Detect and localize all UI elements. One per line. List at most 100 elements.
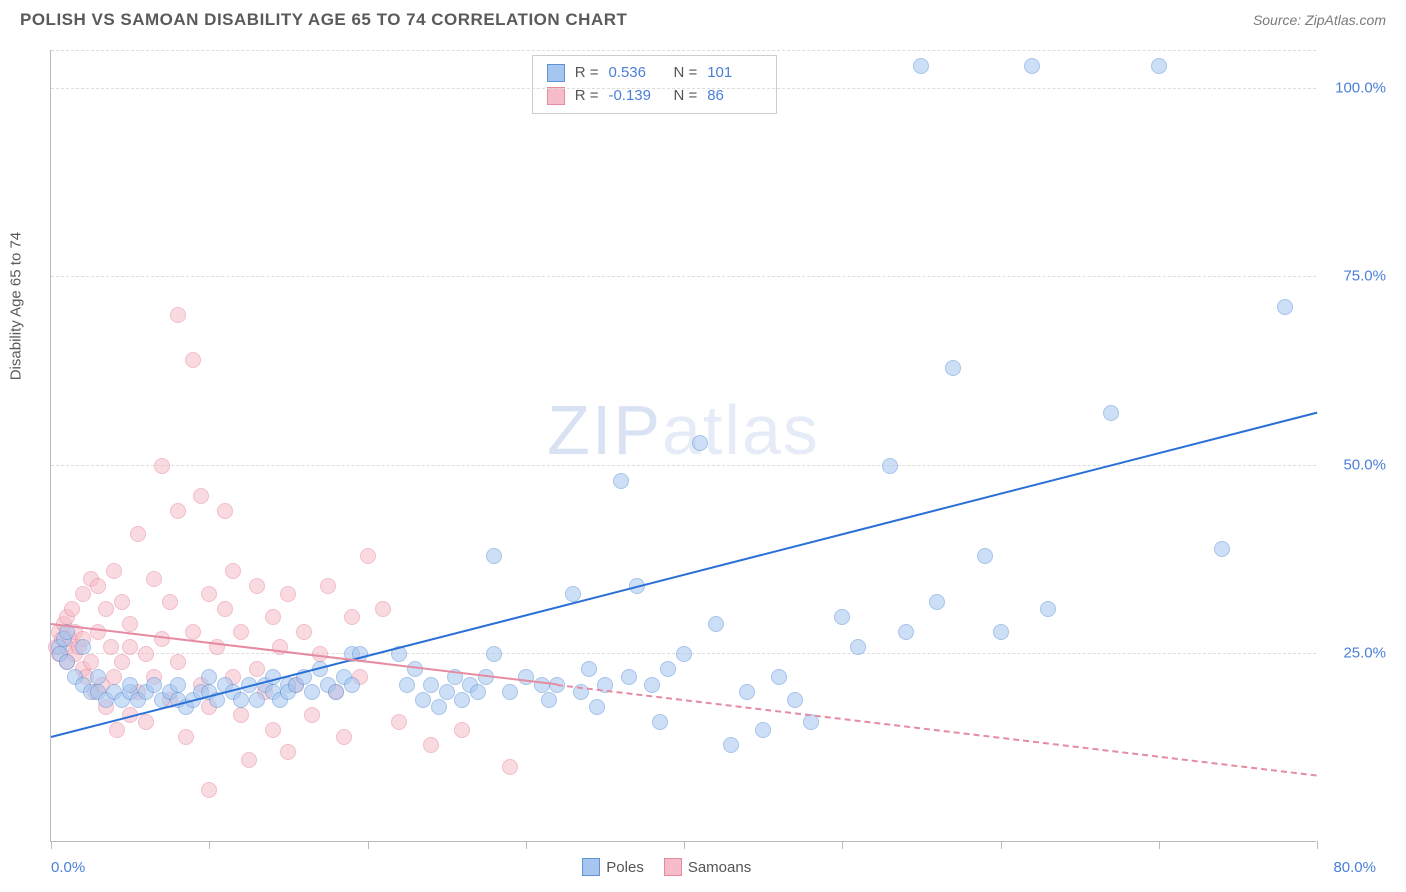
- poles-point: [304, 684, 320, 700]
- poles-point: [344, 677, 360, 693]
- poles-point: [993, 624, 1009, 640]
- poles-point: [518, 669, 534, 685]
- series-legend: Poles Samoans: [582, 858, 751, 876]
- gridline: [51, 465, 1316, 466]
- gridline: [51, 88, 1316, 89]
- watermark-text: ZIPatlas: [547, 390, 820, 470]
- poles-point: [913, 58, 929, 74]
- samoans-point: [336, 729, 352, 745]
- poles-point: [945, 360, 961, 376]
- samoans-point: [178, 729, 194, 745]
- correlation-stats-box: R =0.536N =101R =-0.139N =86: [532, 55, 778, 114]
- source-label: Source: ZipAtlas.com: [1253, 12, 1386, 28]
- samoans-point: [130, 526, 146, 542]
- samoans-point: [502, 759, 518, 775]
- samoans-point: [114, 594, 130, 610]
- poles-point: [850, 639, 866, 655]
- poles-point: [1214, 541, 1230, 557]
- samoans-point: [233, 624, 249, 640]
- poles-point: [423, 677, 439, 693]
- poles-point: [431, 699, 447, 715]
- poles-point: [415, 692, 431, 708]
- y-tick-label: 75.0%: [1343, 268, 1386, 285]
- samoans-point: [90, 624, 106, 640]
- legend-swatch-poles: [582, 858, 600, 876]
- poles-point: [676, 646, 692, 662]
- y-axis-title: Disability Age 65 to 74: [8, 231, 25, 379]
- samoans-point: [249, 661, 265, 677]
- samoans-point: [233, 707, 249, 723]
- poles-point: [233, 692, 249, 708]
- samoans-point: [64, 601, 80, 617]
- poles-point: [454, 692, 470, 708]
- x-tick: [684, 841, 685, 849]
- samoans-point: [296, 624, 312, 640]
- poles-point: [146, 677, 162, 693]
- poles-point: [439, 684, 455, 700]
- samoans-point: [106, 563, 122, 579]
- samoans-point: [241, 752, 257, 768]
- samoans-point: [75, 586, 91, 602]
- poles-point: [581, 661, 597, 677]
- poles-point: [723, 737, 739, 753]
- samoans-point: [360, 548, 376, 564]
- legend-item-poles: Poles: [582, 858, 644, 876]
- samoans-point: [280, 744, 296, 760]
- samoans-point: [83, 654, 99, 670]
- x-tick: [51, 841, 52, 849]
- x-tick: [209, 841, 210, 849]
- poles-point: [660, 661, 676, 677]
- poles-point: [755, 722, 771, 738]
- samoans-point: [98, 601, 114, 617]
- legend-swatch-samoans: [664, 858, 682, 876]
- poles-point: [399, 677, 415, 693]
- n-value: 101: [707, 62, 762, 85]
- x-axis-max-label: 80.0%: [1333, 859, 1376, 876]
- samoans-point: [185, 352, 201, 368]
- samoans-point: [423, 737, 439, 753]
- samoans-point: [154, 631, 170, 647]
- x-tick: [526, 841, 527, 849]
- stats-row: R =0.536N =101: [547, 62, 763, 85]
- samoans-point: [249, 578, 265, 594]
- samoans-point: [122, 616, 138, 632]
- poles-point: [739, 684, 755, 700]
- poles-point: [898, 624, 914, 640]
- samoans-point: [454, 722, 470, 738]
- samoans-point: [391, 714, 407, 730]
- legend-item-samoans: Samoans: [664, 858, 751, 876]
- poles-point: [502, 684, 518, 700]
- n-label: N =: [673, 62, 697, 85]
- samoans-point: [217, 601, 233, 617]
- poles-point: [771, 669, 787, 685]
- y-tick-label: 100.0%: [1335, 79, 1386, 96]
- x-axis-min-label: 0.0%: [51, 859, 85, 876]
- poles-point: [834, 609, 850, 625]
- poles-point: [122, 677, 138, 693]
- poles-point: [644, 677, 660, 693]
- poles-point: [59, 654, 75, 670]
- poles-point: [708, 616, 724, 632]
- samoans-point: [170, 654, 186, 670]
- samoans-point: [225, 563, 241, 579]
- poles-point: [1103, 405, 1119, 421]
- samoans-point: [193, 488, 209, 504]
- x-tick: [1159, 841, 1160, 849]
- poles-point: [486, 548, 502, 564]
- poles-point: [407, 661, 423, 677]
- gridline: [51, 276, 1316, 277]
- samoans-point: [265, 609, 281, 625]
- poles-point: [201, 669, 217, 685]
- poles-point: [1024, 58, 1040, 74]
- poles-point: [977, 548, 993, 564]
- poles-point: [534, 677, 550, 693]
- samoans-point: [138, 646, 154, 662]
- x-tick: [1001, 841, 1002, 849]
- poles-point: [613, 473, 629, 489]
- poles-point: [249, 692, 265, 708]
- poles-point: [787, 692, 803, 708]
- samoans-point: [201, 782, 217, 798]
- poles-point: [470, 684, 486, 700]
- poles-point: [882, 458, 898, 474]
- poles-point: [692, 435, 708, 451]
